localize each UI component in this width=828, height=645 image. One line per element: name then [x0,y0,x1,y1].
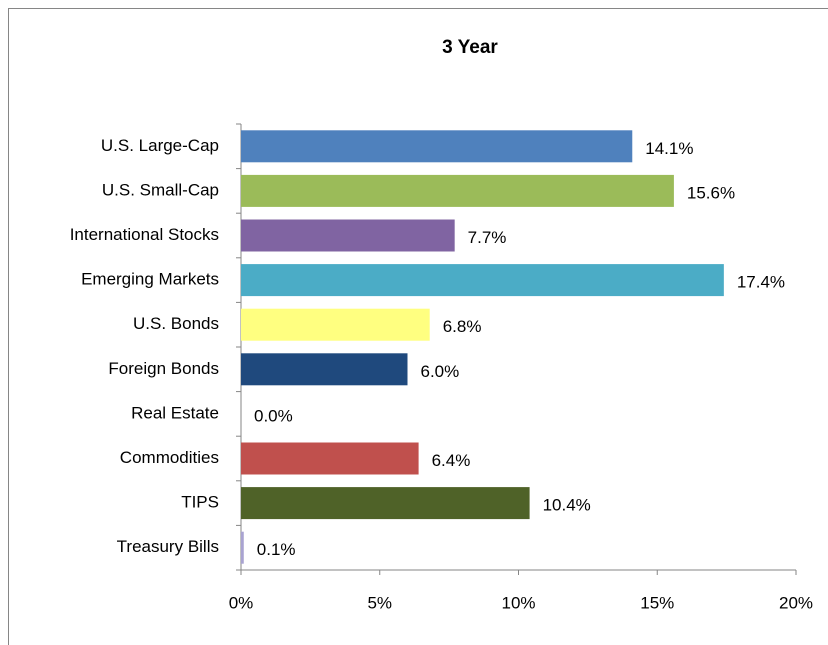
y-tick-label: U.S. Bonds [133,314,219,333]
x-tick-label: 20% [779,593,813,612]
data-label: 6.0% [421,362,460,381]
x-tick-label: 10% [501,593,535,612]
data-label: 15.6% [687,183,735,202]
data-label: 6.8% [443,317,482,336]
y-tick-label: International Stocks [70,225,219,244]
bar [241,308,430,341]
x-tick-label: 0% [229,593,254,612]
y-tick-label: Commodities [120,448,219,467]
bar [241,174,674,207]
bar [241,219,455,252]
y-tick-label: U.S. Small-Cap [102,180,219,199]
bar [241,442,419,475]
data-label: 14.1% [645,139,693,158]
y-tick-label: Emerging Markets [81,270,219,289]
y-tick-label: Foreign Bonds [108,359,219,378]
x-tick-label: 5% [367,593,392,612]
y-tick-label: U.S. Large-Cap [101,136,219,155]
bar [241,264,724,297]
data-label: 0.0% [254,406,293,425]
chart-title: 3 Year [442,37,498,58]
bar [241,487,530,520]
bar [241,353,408,386]
data-label: 10.4% [543,496,591,515]
y-tick-label: Real Estate [131,403,219,422]
data-label: 17.4% [737,273,785,292]
bar [241,130,633,163]
data-label: 0.1% [257,540,296,559]
data-label: 7.7% [468,228,507,247]
y-tick-label: TIPS [181,493,219,512]
x-tick-label: 15% [640,593,674,612]
data-label: 6.4% [432,451,471,470]
y-tick-label: Treasury Bills [117,537,219,556]
bar [241,531,244,564]
